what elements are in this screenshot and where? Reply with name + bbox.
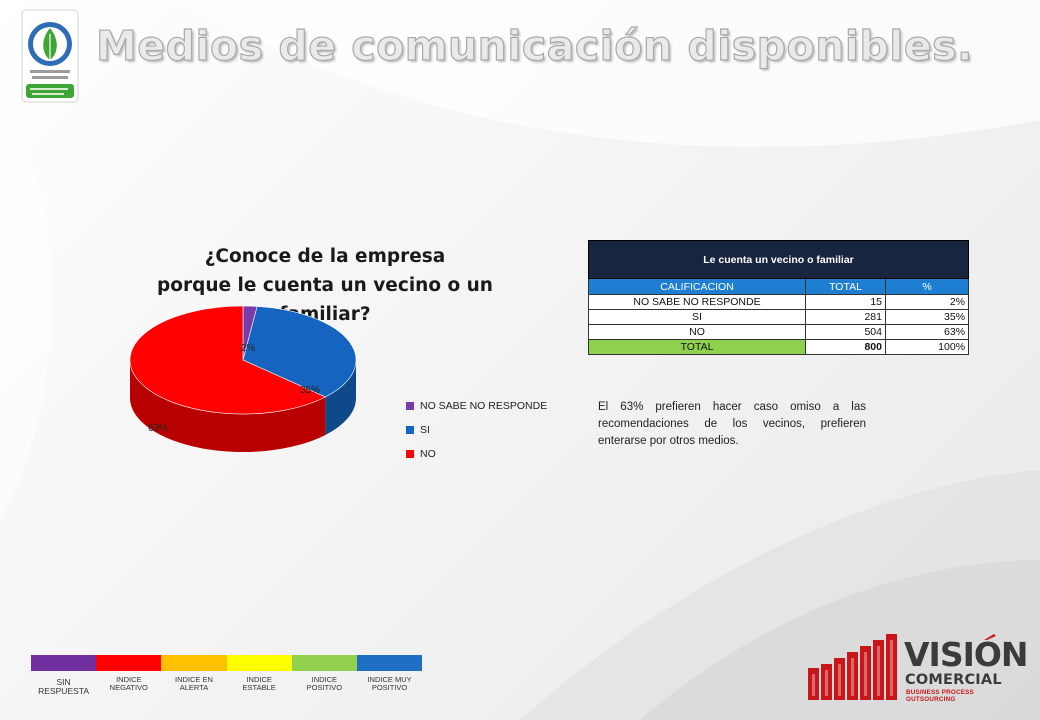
- index-swatch: [226, 655, 292, 671]
- table-row: NO SABE NO RESPONDE 15 2%: [588, 294, 970, 310]
- index-swatch: [96, 655, 162, 671]
- pie-slice-side: [130, 360, 326, 452]
- table-cell: NO: [588, 324, 806, 340]
- index-legend-item: INDICE EN ALERTA: [161, 655, 227, 696]
- brand-word-vision: VISION: [904, 635, 1029, 674]
- chart-title: ¿Conoce de la empresa porque le cuenta u…: [150, 242, 500, 329]
- index-legend-item: SIN RESPUESTA: [31, 655, 97, 696]
- table-cell: TOTAL: [588, 339, 806, 355]
- pie-slice-side: [325, 360, 356, 435]
- table-total-row: TOTAL 800 100%: [588, 339, 970, 355]
- brand-accent-mark: [984, 634, 996, 640]
- index-legend-item: INDICE POSITIVO: [291, 655, 357, 696]
- table-cell: 800: [805, 339, 886, 355]
- index-legend-item: INDICE ESTABLE: [226, 655, 292, 696]
- index-legend-item: INDICE MUY POSITIVO: [356, 655, 423, 696]
- index-label: INDICE NEGATIVO: [109, 675, 148, 692]
- index-swatch: [161, 655, 227, 671]
- brand-tagline: BUSINESS PROCESS OUTSOURCING: [906, 689, 974, 703]
- pie-data-label: 63%: [148, 423, 168, 434]
- vision-comercial-logo: VISION COMERCIAL BUSINESS PROCESS OUTSOU…: [806, 632, 1029, 703]
- analysis-note: El 63% prefieren hacer caso omiso a las …: [598, 400, 866, 447]
- legend-label: SI: [420, 424, 430, 436]
- table-cell: 100%: [884, 339, 970, 355]
- index-label: INDICE ESTABLE: [242, 675, 276, 692]
- legend-label: NO SABE NO RESPONDE: [420, 400, 548, 412]
- index-swatch: [31, 655, 97, 671]
- legend-swatch: [406, 426, 414, 434]
- index-legend: SIN RESPUESTA INDICE NEGATIVO INDICE EN AL…: [31, 655, 423, 696]
- table-header-row: CALIFICACION TOTAL %: [588, 278, 970, 295]
- pie-slice: [242, 306, 357, 398]
- legend-label: NO: [420, 448, 436, 460]
- company-logo-badge: [21, 9, 79, 103]
- table-cell: NO SABE NO RESPONDE: [588, 294, 806, 310]
- index-label: INDICE MUY POSITIVO: [367, 675, 412, 692]
- table-caption: Le cuenta un vecino o familiar: [587, 240, 970, 279]
- table-cell: SI: [588, 309, 806, 325]
- table-header-cell: TOTAL: [805, 278, 886, 295]
- legend-item: SI: [406, 418, 547, 442]
- table-header-cell: %: [884, 278, 970, 295]
- index-swatch: [291, 655, 357, 671]
- legend-swatch: [406, 450, 414, 458]
- pie-chart: 2% 35% 63%: [129, 305, 357, 452]
- table-cell: 504: [805, 324, 886, 340]
- chart-title-line: ¿Conoce de la empresa: [204, 246, 446, 267]
- index-label: SIN RESPUESTA: [38, 677, 90, 696]
- pie-data-label: 2%: [241, 343, 256, 354]
- table-row: NO 504 63%: [588, 324, 970, 340]
- table-cell: 281: [805, 309, 886, 325]
- pie-data-label: 35%: [300, 385, 320, 396]
- chart-title-line: porque le cuenta un vecino o un: [157, 275, 493, 296]
- page-title: Medios de comunicación disponibles.: [95, 21, 974, 70]
- results-table: Le cuenta un vecino o familiar CALIFICAC…: [587, 240, 970, 355]
- legend-item: NO SABE NO RESPONDE: [406, 394, 547, 418]
- brand-word-comercial: COMERCIAL: [905, 672, 1002, 688]
- table-header-cell: CALIFICACION: [588, 278, 806, 295]
- table-cell: 15: [805, 294, 886, 310]
- bar-chart-logo-icon: [808, 634, 897, 700]
- legend-item: NO: [406, 442, 547, 466]
- chart-legend: NO SABE NO RESPONDE SI NO: [406, 394, 547, 466]
- table-row: SI 281 35%: [588, 309, 970, 325]
- table-cell: 35%: [884, 309, 970, 325]
- legend-swatch: [406, 402, 414, 410]
- index-label: INDICE POSITIVO: [306, 675, 343, 692]
- index-label: INDICE EN ALERTA: [175, 675, 213, 692]
- index-legend-item: INDICE NEGATIVO: [96, 655, 162, 696]
- pie-slice: [129, 305, 327, 415]
- table-cell: 2%: [884, 294, 970, 310]
- index-swatch: [356, 655, 423, 671]
- table-cell: 63%: [884, 324, 970, 340]
